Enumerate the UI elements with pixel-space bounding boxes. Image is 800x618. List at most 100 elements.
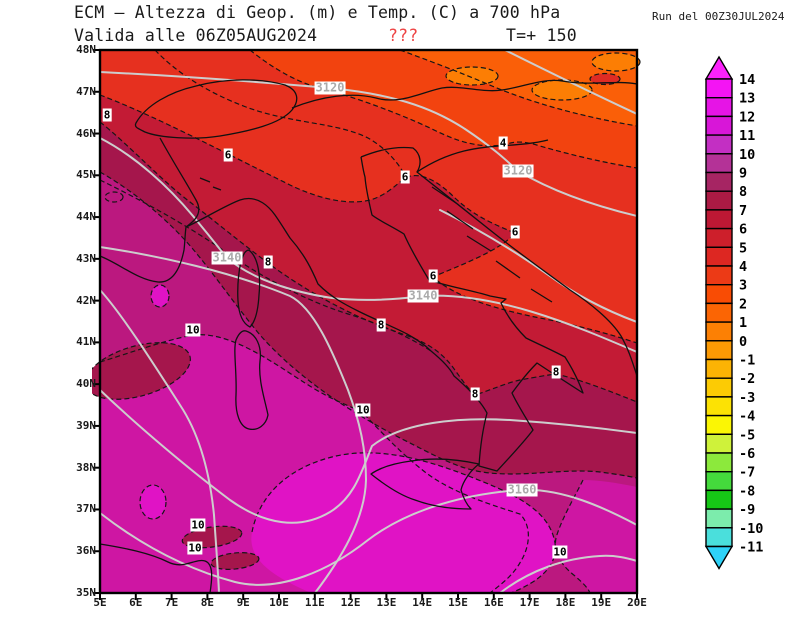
x-axis-label: 12E [340,596,361,609]
colorbar-label: 11 [739,128,755,144]
colorbar-cell [705,134,733,155]
map-border [98,48,639,595]
x-axis-label: 13E [376,596,397,609]
x-axis-label: 18E [555,596,576,609]
y-axis-label: 48N [76,43,96,56]
y-axis-label: 38N [76,460,96,474]
y-axis-label: 46N [76,126,96,140]
colorbar-cell [705,489,733,510]
chart-title: ECM — Altezza di Geop. (m) e Temp. (C) a… [74,3,561,22]
temp-contour-label: 6 [400,170,410,184]
height-contour-label: 3140 [211,250,243,265]
colorbar-label: 12 [739,109,755,125]
temp-contour-label: 4 [498,136,508,150]
x-axis-label: 9E [236,596,250,609]
colorbar-cell [705,396,733,417]
coastlines-and-borders [99,79,638,594]
colorbar-cell [705,78,733,99]
x-axis-label: 6E [129,596,143,609]
colorbar-label: -1 [739,353,755,369]
colorbar-label: -3 [739,390,755,406]
colorbar-label: 14 [739,72,755,88]
height-contour-label: 3120 [502,163,534,178]
colorbar-label: 7 [739,203,747,219]
x-axis-label: 10E [269,596,289,609]
y-axis-label: 43N [76,251,96,265]
colorbar-label: 5 [739,240,747,256]
y-axis-label: 42N [76,293,96,307]
colorbar-label: 6 [739,222,747,238]
colorbar-cell [705,340,733,361]
y-axis-label: 47N [76,84,96,98]
colorbar-cell [705,97,733,118]
colorbar-label: -9 [739,502,755,518]
colorbar-label: -2 [739,371,755,387]
colorbar-label: 4 [739,259,747,275]
colorbar-cell [705,283,733,305]
x-axis-label: 14E [412,596,433,609]
temp-contour-label: 10 [552,545,568,559]
colorbar-cell [705,265,733,286]
colorbar-cell [705,246,733,267]
temperature-colorbar: 14131211109876543210-1-2-3-4-5-6-7-8-9-1… [704,55,763,570]
run-label: Run del 00Z30JUL2024 [652,10,785,23]
colorbar-cell [705,508,733,529]
colorbar-cell [705,414,733,436]
temp-contour-label: 6 [223,148,233,162]
colorbar-label: 0 [739,334,747,350]
colorbar-cell [705,171,733,192]
y-axis-label: 39N [76,418,96,432]
height-contour-label: 3160 [506,482,538,497]
temp-contour-label: 10 [355,403,371,417]
colorbar-cell [705,471,733,492]
colorbar-cell [705,377,733,398]
colorbar-cell [705,153,733,174]
x-axis-label: 20E [627,596,647,609]
colorbar-label: 13 [739,91,755,107]
colorbar-triangle [704,545,734,570]
x-axis-label: 15E [448,596,468,609]
colorbar-label: 8 [739,184,747,200]
temp-contour-label: 8 [551,365,561,379]
temp-contour-label: 8 [263,255,273,269]
temp-contour-label: 10 [185,323,201,337]
temp-contour-label: 10 [190,518,206,532]
colorbar-label: -5 [739,427,755,443]
colorbar-cell [705,358,733,379]
y-axis-label: 40N [76,377,96,391]
colorbar-label: 9 [739,166,747,182]
colorbar-cell [705,527,733,548]
colorbar-label: -10 [739,521,763,537]
colorbar-cell [705,452,733,473]
colorbar-cell [705,321,733,342]
geopotential-height-contours [99,49,638,594]
colorbar-cell [705,209,733,230]
colorbar-cell [705,302,733,323]
colorbar-triangle [704,55,734,80]
y-axis-label: 36N [76,544,96,558]
x-axis-label: 16E [483,596,504,609]
y-axis-label: 37N [76,502,96,516]
forecast-step-label: T=+ 150 [506,26,577,45]
y-axis-label: 35N [76,586,96,599]
x-axis-label: 8E [200,596,215,609]
y-axis-label: 44N [76,210,96,224]
temp-contour-label: 6 [428,269,438,283]
temp-contour-label: 10 [187,541,203,555]
colorbar-label: -4 [739,409,755,425]
colorbar-label: -7 [739,465,755,481]
temp-contour-label: 6 [510,225,520,239]
x-axis-label: 7E [164,596,179,609]
temp-contour-label: 8 [102,108,112,122]
y-axis-label: 41N [76,335,96,349]
colorbar-cell [705,227,733,249]
colorbar-cell [705,190,733,211]
x-axis-label: 5E [93,596,107,609]
x-axis-label: 11E [304,596,325,609]
colorbar-label: 10 [739,147,755,163]
valid-time-label: Valida alle 06Z05AUG2024 [74,26,318,45]
colorbar-label: -8 [739,483,755,499]
colorbar-label: 1 [739,315,747,331]
temp-contour-label: 8 [376,318,386,332]
height-contour-label: 3140 [407,288,439,303]
